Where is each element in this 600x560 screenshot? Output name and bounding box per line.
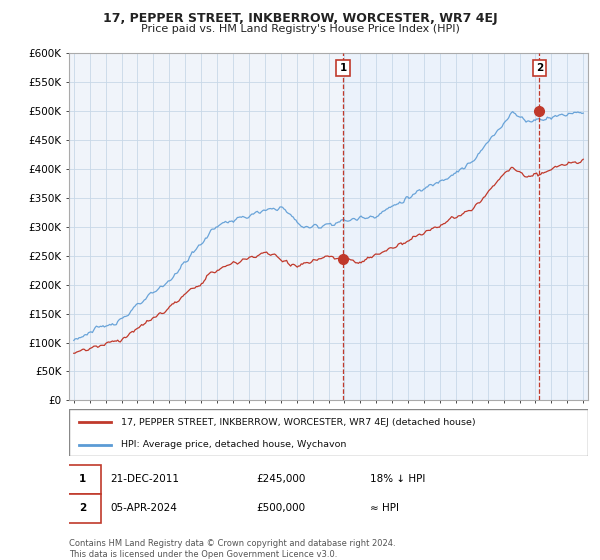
Text: Contains HM Land Registry data © Crown copyright and database right 2024.
This d: Contains HM Land Registry data © Crown c… — [69, 539, 395, 559]
Text: 1: 1 — [79, 474, 86, 484]
FancyBboxPatch shape — [64, 494, 101, 524]
Text: Price paid vs. HM Land Registry's House Price Index (HPI): Price paid vs. HM Land Registry's House … — [140, 24, 460, 34]
Text: £245,000: £245,000 — [256, 474, 305, 484]
Text: 2: 2 — [79, 503, 86, 514]
Text: 05-APR-2024: 05-APR-2024 — [110, 503, 178, 514]
FancyBboxPatch shape — [64, 465, 101, 494]
Text: ≈ HPI: ≈ HPI — [370, 503, 399, 514]
Text: 18% ↓ HPI: 18% ↓ HPI — [370, 474, 425, 484]
Text: 1: 1 — [340, 63, 347, 73]
FancyBboxPatch shape — [69, 409, 588, 456]
Bar — [343, 53, 588, 400]
Text: HPI: Average price, detached house, Wychavon: HPI: Average price, detached house, Wych… — [121, 440, 346, 449]
Text: 2: 2 — [536, 63, 543, 73]
Text: 17, PEPPER STREET, INKBERROW, WORCESTER, WR7 4EJ: 17, PEPPER STREET, INKBERROW, WORCESTER,… — [103, 12, 497, 25]
Text: 17, PEPPER STREET, INKBERROW, WORCESTER, WR7 4EJ (detached house): 17, PEPPER STREET, INKBERROW, WORCESTER,… — [121, 418, 476, 427]
Text: 21-DEC-2011: 21-DEC-2011 — [110, 474, 179, 484]
Text: £500,000: £500,000 — [256, 503, 305, 514]
